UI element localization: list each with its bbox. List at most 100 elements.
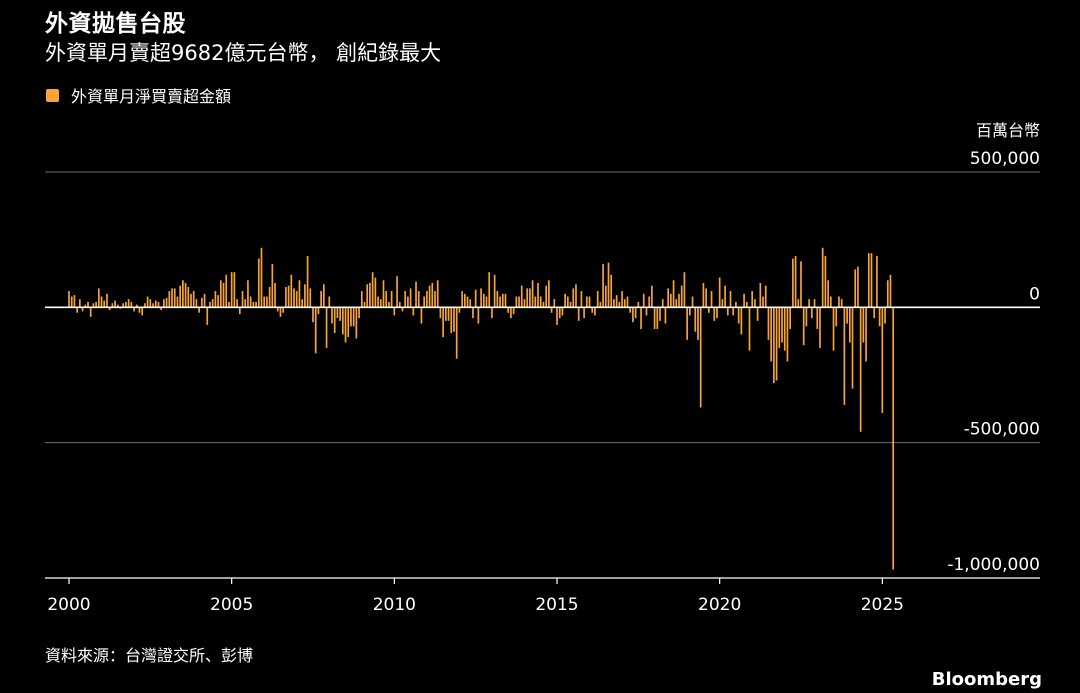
bar [225,274,228,308]
bar [341,307,344,335]
bar [450,307,453,334]
bar [670,293,672,308]
bar [778,307,781,348]
bar [726,307,729,316]
bar [301,299,303,308]
bar [756,307,759,321]
bar [211,299,214,308]
bar [382,280,385,308]
bar [125,301,127,308]
bar [111,303,114,308]
bar [794,255,797,308]
bar [691,296,694,308]
bar [783,307,786,351]
bar [594,307,596,316]
bar [409,288,412,308]
bar [244,299,247,308]
bar [68,291,70,308]
bar [263,296,266,308]
bar [404,291,407,308]
bar [173,288,176,308]
bar [640,307,642,329]
bar [426,291,428,308]
bar [352,307,355,327]
bar [434,291,436,308]
bar [431,282,434,308]
bar [385,291,388,308]
bar [813,299,816,308]
bloomberg-logo: Bloomberg [931,669,1042,690]
bar [567,296,569,308]
bar [713,307,716,321]
bar [764,285,767,308]
bar [737,307,740,324]
bar [697,307,699,340]
bar [157,301,160,308]
bar [317,307,320,315]
bar [735,301,737,308]
bar [493,274,496,308]
bar [881,307,884,413]
bar [876,255,878,308]
bar [732,307,735,316]
bar [705,288,707,308]
bar [512,307,515,315]
bar [569,301,572,308]
bar [198,307,200,313]
bar [401,307,404,312]
bar [805,307,808,327]
bar [388,301,390,308]
bar [466,296,469,308]
bar [848,307,851,343]
bar [95,301,97,308]
y-tick-label: 500,000 [970,149,1040,169]
bar [323,284,325,308]
bar [274,282,276,308]
bar [474,289,477,308]
bar [201,297,203,308]
bar [537,282,539,308]
bar [371,272,374,308]
bar [561,307,564,316]
bar [754,299,756,308]
bar [304,284,306,308]
bar [339,307,341,321]
bar [222,282,225,308]
bar [588,296,591,308]
bar [878,307,881,327]
bar [485,296,488,308]
bar [146,296,149,308]
bar [149,299,152,308]
bar [271,264,274,308]
bar [529,288,531,308]
bar [314,307,317,354]
bar [602,264,604,308]
bar [412,307,415,316]
bar [398,301,401,308]
y-axis-unit-label: 百萬台幣 [976,121,1040,140]
bar [477,307,480,324]
bar [808,299,810,308]
bar [233,272,236,308]
bar [325,307,328,348]
bar [160,307,163,311]
bar [539,296,542,308]
bar [786,307,789,362]
bar [236,299,238,308]
bar [710,291,713,308]
bar [556,307,558,325]
bar [716,307,718,319]
chart-title: 外資拋售台股 [45,11,186,37]
bar [89,307,92,317]
bar [610,274,613,308]
bar [369,282,371,308]
bar [279,307,282,317]
bar [523,299,526,308]
bar [127,299,130,308]
bar [252,301,255,308]
bar [445,307,447,321]
legend: 外資單月淨買賣超金額 [46,84,231,106]
bar [675,299,678,308]
bar [558,307,561,319]
